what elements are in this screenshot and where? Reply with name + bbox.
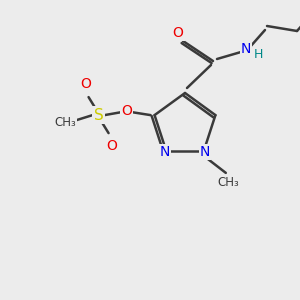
Text: N: N — [160, 145, 170, 159]
Text: CH₃: CH₃ — [217, 176, 239, 189]
Text: O: O — [80, 77, 91, 91]
Text: O: O — [106, 139, 117, 153]
Text: N: N — [200, 145, 210, 159]
Text: H: H — [253, 49, 263, 62]
Text: O: O — [172, 26, 183, 40]
Text: CH₃: CH₃ — [55, 116, 76, 129]
Text: O: O — [121, 104, 132, 118]
Text: N: N — [241, 42, 251, 56]
Text: S: S — [94, 108, 103, 123]
